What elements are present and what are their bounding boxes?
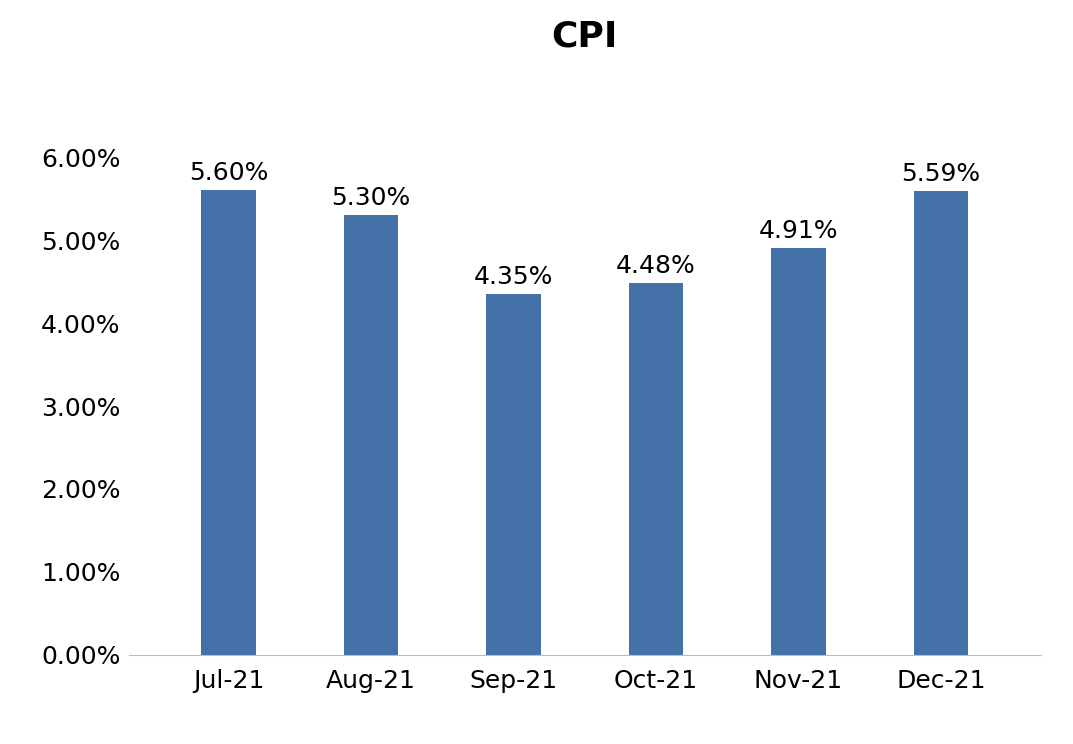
Text: 5.60%: 5.60%	[189, 161, 268, 185]
Bar	[629, 283, 684, 655]
Title: CPI: CPI	[552, 19, 618, 54]
Bar	[771, 248, 825, 655]
Bar	[202, 190, 255, 655]
Bar	[486, 294, 541, 655]
Text: 4.48%: 4.48%	[616, 254, 696, 278]
Text: 4.91%: 4.91%	[759, 219, 838, 243]
Bar	[914, 191, 968, 655]
Bar	[344, 215, 398, 655]
Text: 4.35%: 4.35%	[474, 265, 554, 289]
Text: 5.59%: 5.59%	[901, 162, 981, 186]
Text: 5.30%: 5.30%	[332, 186, 411, 211]
